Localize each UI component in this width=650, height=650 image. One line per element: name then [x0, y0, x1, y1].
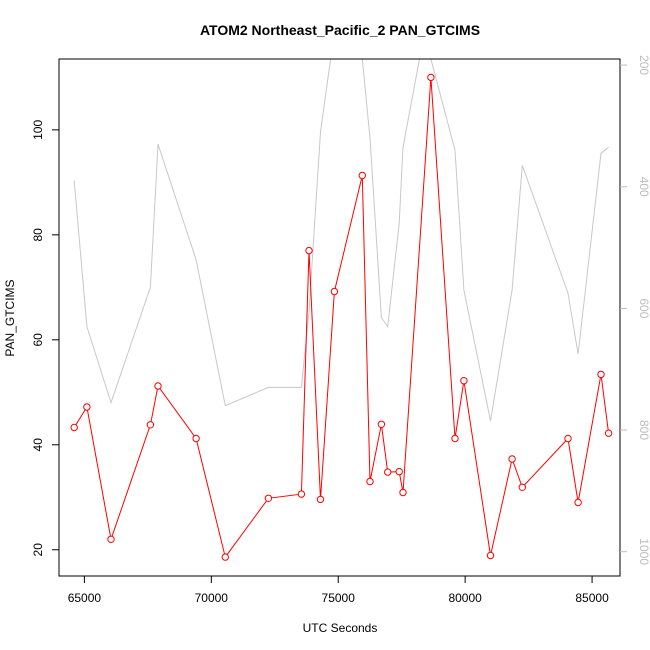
y2-tick-label: 600: [637, 298, 650, 318]
data-point: [574, 498, 582, 507]
data-point: [564, 434, 572, 443]
y-tick-label: 20: [31, 543, 45, 557]
y-tick-label: 60: [31, 333, 45, 347]
data-point: [518, 483, 526, 491]
data-point: [146, 421, 155, 429]
data-point: [486, 551, 495, 560]
data-point: [384, 468, 392, 476]
y2-tick-label: 400: [637, 177, 650, 197]
x-tick-label: 80000: [448, 591, 482, 605]
y-tick-label: 40: [31, 438, 45, 452]
series-right-line: [73, 59, 609, 421]
data-point: [451, 434, 459, 443]
data-point: [358, 171, 366, 180]
data-point: [154, 382, 162, 390]
data-point: [83, 403, 91, 411]
data-point: [508, 455, 516, 463]
x-tick-label: 75000: [322, 591, 356, 605]
x-tick-label: 85000: [575, 591, 609, 605]
data-point: [330, 287, 339, 296]
chart-title: ATOM2 Northeast_Pacific_2 PAN_GTCIMS: [200, 22, 480, 38]
data-point: [597, 370, 605, 379]
data-point: [107, 535, 115, 543]
data-point: [297, 490, 306, 498]
x-tick-label: 65000: [68, 591, 102, 605]
data-point: [305, 246, 313, 255]
y-axis-label: PAN_GTCIMS: [3, 279, 17, 356]
data-point: [264, 494, 273, 502]
y-tick-label: 80: [31, 228, 45, 242]
y2-tick-label: 200: [637, 55, 650, 75]
data-point: [395, 467, 403, 476]
y2-tick-label: 800: [637, 420, 650, 440]
x-tick-label: 70000: [195, 591, 229, 605]
data-point: [70, 423, 78, 432]
plot-area: [70, 59, 613, 561]
y-tick-label: 100: [31, 120, 45, 140]
data-point: [366, 477, 374, 486]
data-point: [192, 434, 200, 443]
data-point: [377, 420, 386, 428]
x-axis-label: UTC Seconds: [303, 621, 378, 635]
y2-tick-label: 1000: [637, 538, 650, 565]
data-point: [604, 429, 613, 437]
data-point: [460, 377, 468, 385]
data-point: [221, 553, 230, 561]
data-point: [427, 73, 435, 82]
data-point: [399, 488, 407, 497]
data-point: [316, 495, 325, 504]
plot-frame: [58, 58, 621, 577]
series-left-line: [73, 77, 610, 559]
